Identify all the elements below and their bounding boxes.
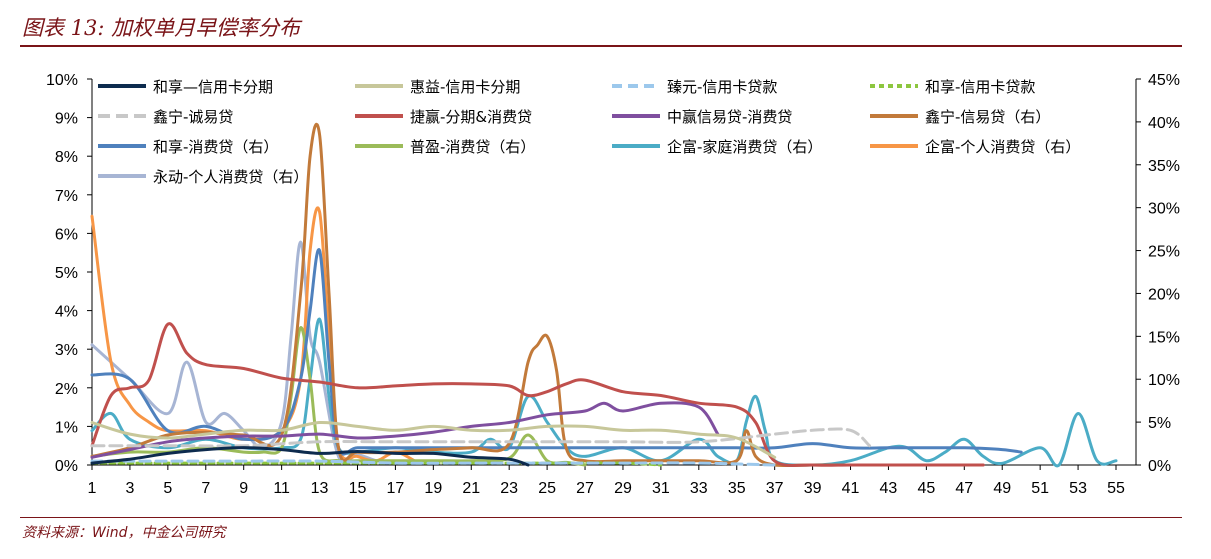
left-y-tick-label: 0% [55,458,78,475]
x-tick-label: 19 [424,480,442,497]
series-line-6 [90,401,720,459]
figure-title: 图表 13: 加权单月早偿率分布 [22,16,301,40]
left-y-tick-label: 8% [55,149,78,166]
x-tick-label: 29 [614,480,632,497]
series-line-11 [90,206,416,463]
legend-label: 和享-消费贷（右） [153,138,278,156]
x-tick-label: 33 [690,480,708,497]
legend-label: 中赢信易贷-消费贷 [667,108,792,126]
x-tick-label: 7 [201,480,210,497]
legend-label: 和享-信用卡贷款 [925,78,1035,96]
left-y-tick-label: 9% [55,111,78,128]
x-tick-label: 1 [88,480,97,497]
left-y-tick-label: 6% [55,226,78,243]
x-axis: 1 3 5 7 9 11 13 15 17 19 21 23 25 27 29 31 33 35 37 39 41 43 4… [88,465,1125,497]
right-y-tick-label: 10% [1148,372,1180,389]
x-tick-label: 3 [125,480,134,497]
series-line-5 [90,322,985,467]
series-line-1 [90,420,777,459]
x-tick-label: 49 [993,480,1011,497]
right-y-tick-label: 15% [1148,329,1180,346]
x-tick-label: 41 [842,480,860,497]
series-line-8 [90,248,1023,456]
series-line-10 [90,317,1118,468]
left-y-tick-label: 4% [55,304,78,321]
legend-label: 鑫宁-诚易贷 [153,108,233,126]
left-y-tick-label: 1% [55,419,78,436]
right-y-tick-label: 35% [1148,158,1180,175]
x-tick-label: 53 [1069,480,1087,497]
series-line-12 [90,240,397,465]
right-y-tick-label: 0% [1148,458,1171,475]
x-tick-label: 47 [955,480,973,497]
x-tick-label: 13 [311,480,329,497]
series-line-2 [90,459,777,467]
legend-label: 普盈-消费贷（右） [410,138,535,156]
left-y-tick-label: 2% [55,381,78,398]
x-tick-label: 17 [387,480,405,497]
right-y-tick-label: 20% [1148,286,1180,303]
x-tick-label: 25 [538,480,556,497]
series-line-4 [90,427,871,448]
right-y-tick-label: 25% [1148,244,1180,261]
right-y-tick-label: 40% [1148,115,1180,132]
left-y-tick-label: 7% [55,188,78,205]
bottom-rule [20,517,1182,518]
legend-label: 企富-家庭消费贷（右） [667,138,822,156]
x-tick-label: 11 [273,480,290,497]
x-tick-label: 43 [880,480,898,497]
x-tick-label: 27 [576,480,594,497]
x-tick-label: 21 [462,480,480,497]
x-tick-label: 37 [766,480,784,497]
x-tick-label: 15 [349,480,367,497]
x-tick-label: 9 [239,480,248,497]
top-rule [20,45,1182,47]
source-note: 资料来源：Wind，中金公司研究 [22,525,226,541]
x-tick-label: 5 [163,480,172,497]
legend-label: 永动-个人消费贷（右） [153,168,308,186]
legend-label: 鑫宁-信易贷（右） [925,108,1050,126]
left-y-tick-label: 10% [46,72,78,89]
x-tick-label: 23 [500,480,518,497]
x-tick-label: 39 [804,480,822,497]
right-y-axis: 0% 5% 10% 15% 20% 25% 30% 35% 40% 45% [1136,72,1180,475]
left-y-tick-label: 5% [55,265,78,282]
x-tick-label: 35 [728,480,746,497]
series-lines [90,122,1118,468]
x-tick-label: 31 [652,480,670,497]
left-y-tick-label: 3% [55,342,78,359]
legend-label: 臻元-信用卡贷款 [667,78,777,96]
legend-label: 企富-个人消费贷（右） [925,138,1080,156]
legend-label: 捷赢-分期&消费贷 [410,108,532,126]
right-y-tick-label: 5% [1148,415,1171,432]
right-y-tick-label: 45% [1148,72,1180,89]
left-y-axis: 0% 1% 2% 3% 4% 5% 6% 7% 8% 9% 10% [46,72,92,475]
right-y-tick-label: 30% [1148,201,1180,218]
series-line-0 [90,446,530,467]
legend-label: 惠益-信用卡分期 [410,78,520,96]
series-line-7 [90,122,890,468]
legend-label: 和享—信用卡分期 [153,78,273,96]
x-tick-label: 45 [917,480,935,497]
x-tick-label: 55 [1107,480,1125,497]
x-tick-label: 51 [1031,480,1049,497]
